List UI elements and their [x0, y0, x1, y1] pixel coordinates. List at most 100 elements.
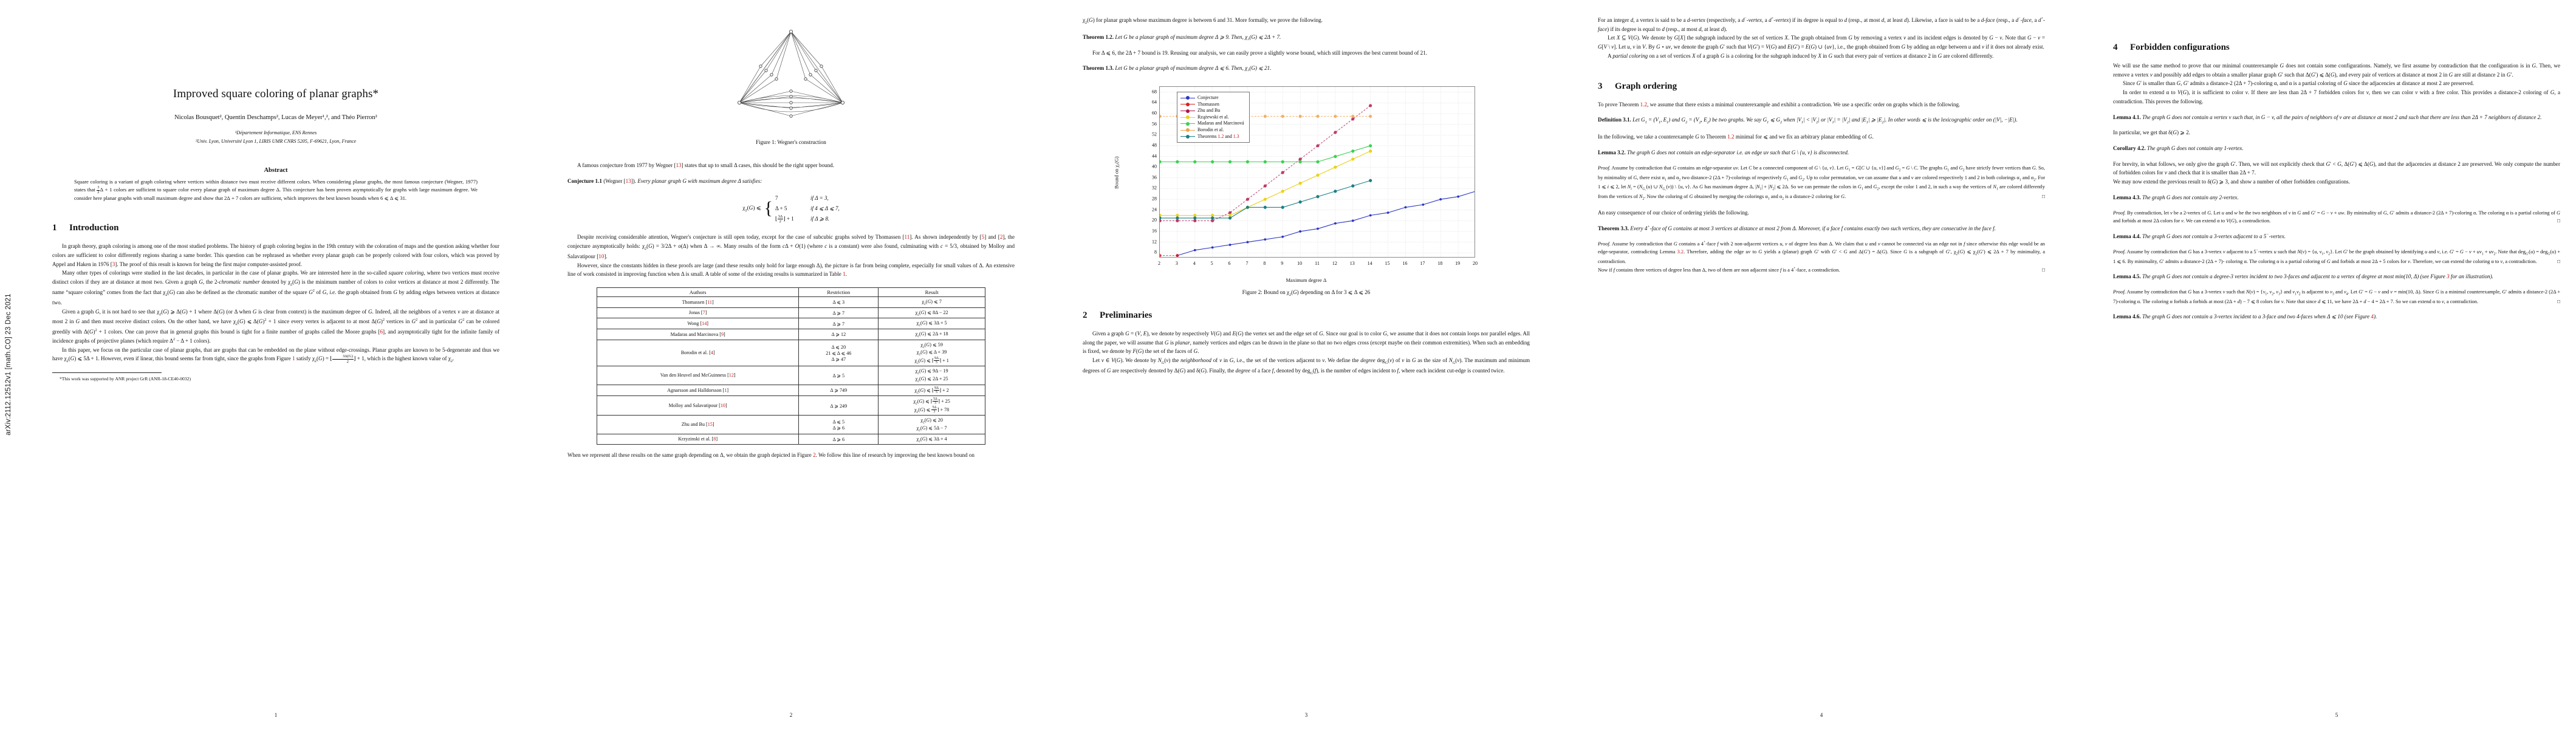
theorem-ref-1-2[interactable]: 1.2 — [1640, 101, 1648, 108]
theorem-3-3-text: Every 4+-face of G contains at most 3 ve… — [1630, 225, 1996, 232]
lemma-4-1: Lemma 4.1. The graph G does not contain … — [2113, 113, 2560, 122]
legend-item: Rzążewski et al. — [1180, 114, 1244, 121]
x-tick-label: 2 — [1158, 260, 1160, 266]
y-tick-label: 60 — [1152, 110, 1157, 116]
citation-13[interactable]: 13 — [676, 162, 682, 168]
paragraph-p3-0: χ2(G) for planar graph whose maximum deg… — [1083, 17, 1323, 25]
section-title: Forbidden configurations — [2130, 43, 2230, 52]
citation-2[interactable]: 2 — [999, 234, 1003, 241]
legend-label: Zhu and Bu — [1197, 108, 1221, 114]
author-list: Nicolas Bousquet², Quentin Deschamps², L… — [174, 114, 377, 121]
page-number-4: 4 — [1820, 712, 1823, 718]
paragraph-intro-3: Given a graph G, it is not hard to see t… — [52, 308, 500, 344]
paragraph-p5-3: In order to extend α to V(G), it is suff… — [2113, 89, 2560, 104]
proof-4-4: Proof. Assume by contradiction that G ha… — [2113, 248, 2560, 264]
figure-ref-2[interactable]: 2 — [813, 452, 816, 459]
conjecture-1-1: Conjecture 1.1 (Wegner [13]). Every plan… — [567, 177, 1015, 186]
page-number-2: 2 — [789, 712, 793, 718]
citation-3[interactable]: 3 — [112, 261, 115, 267]
citation-5[interactable]: 5 — [981, 234, 985, 241]
chart-y-axis-label: Bound on χ₂(G) — [1114, 156, 1120, 189]
page-2: Figure 1: Wegner's construction A famous… — [533, 0, 1049, 729]
lemma-4-3: Lemma 4.3. The graph G does not contain … — [2113, 193, 2560, 202]
section-heading-introduction: 1 Introduction — [52, 223, 499, 233]
page-number-1: 1 — [274, 712, 278, 718]
paragraph-p5-2: Since G′ is smaller than G, G′ admits a … — [2123, 80, 2475, 87]
paragraph-p4-1: For an integer d, a vertex is said to be… — [1598, 16, 2045, 32]
table-header-row: Authors Restriction Result — [596, 287, 985, 298]
y-tick-label: 28 — [1152, 196, 1157, 202]
y-tick-label: 20 — [1152, 217, 1157, 223]
chart-legend: Conjecture Thomassen Zhu and Bu Rzążewski e… — [1177, 91, 1250, 143]
affiliation-2: ²Univ. Lyon, Université Lyon 1, LIRIS UM… — [195, 138, 357, 144]
citation-13b[interactable]: 13 — [625, 177, 631, 184]
paragraph-p3-1: For Δ ⩽ 6, the 2Δ + 7 bound is 19. Reusi… — [1092, 49, 1428, 56]
citation-6[interactable]: 6 — [380, 329, 383, 335]
legend-label: Borodin et al. — [1197, 126, 1224, 132]
x-tick-label: 7 — [1245, 260, 1249, 266]
citation-11[interactable]: 11 — [904, 234, 910, 241]
case-3-value: ⌊ 3Δ 2 ⌋ + 1 if Δ ⩾ 8. — [775, 214, 830, 224]
x-tick-label: 3 — [1175, 260, 1178, 266]
lemma-4-6-label: Lemma 4.6. — [2113, 313, 2141, 320]
table-row: Van den Heuvel and McGuinness [12] Δ ⩾ 5… — [596, 366, 985, 385]
table-row: Krzyzinski et al. [8] Δ ⩾ 6 χ2(G) ⩽ 3Δ + 4 — [596, 433, 985, 445]
x-tick-label: 4 — [1193, 260, 1196, 266]
section-title: Graph ordering — [1615, 81, 1677, 91]
proof-3-3-cont: Now if f contains three vertices of degr… — [1598, 267, 2045, 273]
section-heading-preliminaries: 2 Preliminaries — [1083, 310, 1530, 321]
paragraph-p5-inparticular: In particular, we get that δ(G) ⩾ 2. — [2113, 129, 2190, 136]
paragraph-p4-3: A partial coloring on a set of vertices … — [1608, 52, 1994, 59]
x-tick-label: 6 — [1228, 260, 1231, 266]
lemma-3-2-text: The graph G does not contain an edge-sep… — [1627, 149, 1849, 156]
paragraph-ordering-1: To prove Theorem 1.2, we assume that the… — [1598, 101, 1961, 108]
definition-3-1-label: Definition 3.1. — [1598, 117, 1631, 123]
abstract-text: Square coloring is a variant of graph co… — [74, 178, 478, 202]
lemma-4-5-label: Lemma 4.5. — [2113, 273, 2141, 280]
lemma-4-4: Lemma 4.4. The graph G does not contain … — [2113, 232, 2560, 241]
section-number: 2 — [1083, 310, 1088, 320]
col-authors: Authors — [596, 287, 800, 298]
col-restriction: Restriction — [798, 287, 879, 298]
lemma-4-4-label: Lemma 4.4. — [2113, 233, 2141, 239]
legend-label: Rzążewski et al. — [1197, 114, 1229, 120]
legend-item: Madaras and Marcinová — [1180, 120, 1244, 127]
table-ref-1[interactable]: 1 — [843, 271, 846, 278]
x-tick-label: 11 — [1315, 260, 1320, 266]
arxiv-stamp: arXiv:2112.12512v1 [math.CO] 23 Dec 2021 — [5, 293, 12, 436]
legend-item: Theorems 1.2 and 1.3 — [1180, 134, 1244, 140]
paragraph-p5-4: For brevity, in what follows, we only gi… — [2113, 160, 2560, 176]
legend-swatch-icon — [1180, 128, 1195, 133]
proof-4-5: Proof. Assume by contradiction that G ha… — [2113, 289, 2561, 304]
section-number: 4 — [2113, 43, 2118, 52]
lemma-3-2-label: Lemma 3.2. — [1598, 149, 1626, 156]
page-number-3: 3 — [1304, 712, 1308, 718]
chart-plot-area: Conjecture Thomassen Zhu and Bu Rzążewski e… — [1159, 86, 1475, 258]
page-title: Improved square coloring of planar graph… — [173, 87, 379, 100]
y-tick-label: 64 — [1152, 99, 1157, 105]
legend-swatch-icon — [1180, 134, 1195, 139]
theorem-1-2-text: Let G be a planar graph of maximum degre… — [1115, 33, 1281, 40]
conjecture-display-equation: χ2(G) ⩽ { 7 if Δ = 3, Δ + 5 if 4 ⩽ Δ ⩽ 7, … — [567, 193, 1015, 225]
x-tick-label: 13 — [1349, 260, 1355, 266]
paragraph-p5-5: We may now extend the previous result to… — [2113, 179, 2350, 185]
lemma-4-1-label: Lemma 4.1. — [2113, 114, 2141, 120]
corollary-4-2: Corollary 4.2. The graph G does not cont… — [2113, 144, 2560, 153]
x-tick-label: 8 — [1263, 260, 1266, 266]
lemma-4-4-text: The graph G does not contain a 3-vertex … — [2142, 232, 2286, 239]
figure-ref-1[interactable]: 1 — [292, 355, 295, 362]
y-tick-label: 52 — [1152, 131, 1157, 137]
citation-10[interactable]: 10 — [598, 253, 605, 259]
x-tick-label: 9 — [1281, 260, 1284, 266]
theorem-1-2: Theorem 1.2. Let G be a planar graph of … — [1083, 33, 1530, 42]
definition-3-1-text: Let G1 = (V1, E1) and G2 = (V2, E2) be t… — [1632, 117, 2018, 125]
x-tick-label: 17 — [1420, 260, 1425, 266]
theorem-ref-1-2b[interactable]: 1.2 — [1727, 134, 1735, 140]
table-body: Thomassen [11] Δ ⩽ 3 χ2(G) ⩽ 7 Jonas [7] Δ … — [596, 296, 985, 445]
lemma-4-3-label: Lemma 4.3. — [2113, 194, 2141, 200]
section-heading-graph-ordering: 3 Graph ordering — [1598, 81, 2045, 92]
page-4: For an integer d, a vertex is said to be… — [1564, 0, 2079, 729]
x-tick-label: 18 — [1437, 260, 1443, 266]
paragraph-intro-4: In this paper, we focus on the particula… — [52, 346, 499, 364]
page-1: Improved square coloring of planar graph… — [18, 0, 533, 729]
